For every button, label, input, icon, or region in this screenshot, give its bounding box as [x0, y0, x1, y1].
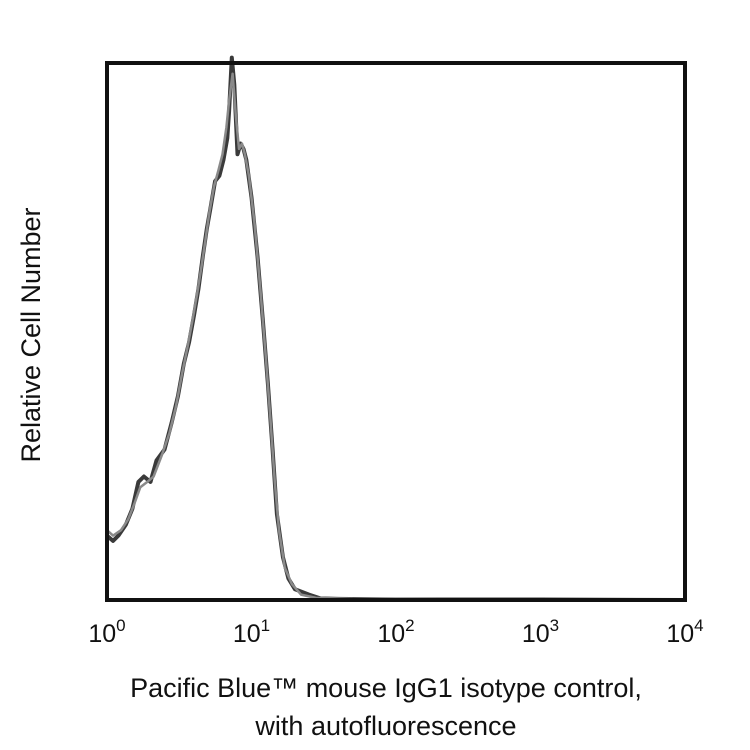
y-axis-label: Relative Cell Number: [16, 207, 46, 462]
x-axis-label-line2: with autofluorescence: [254, 711, 516, 741]
x-tick-labels: 100 101 102 103 104: [88, 616, 703, 648]
x-tick-label-3: 103: [522, 616, 559, 648]
x-tick-label-4: 104: [666, 616, 703, 648]
series-line-1: [105, 55, 686, 602]
x-axis-label-line1: Pacific Blue™ mouse IgG1 isotype control…: [130, 673, 642, 703]
x-tick-label-2: 102: [377, 616, 414, 648]
x-tick-label-1: 101: [233, 616, 270, 648]
series-line-2: [106, 72, 686, 602]
plot-frame: [105, 61, 687, 602]
x-tick-label-0: 100: [88, 616, 125, 648]
series-layer: [105, 55, 686, 602]
